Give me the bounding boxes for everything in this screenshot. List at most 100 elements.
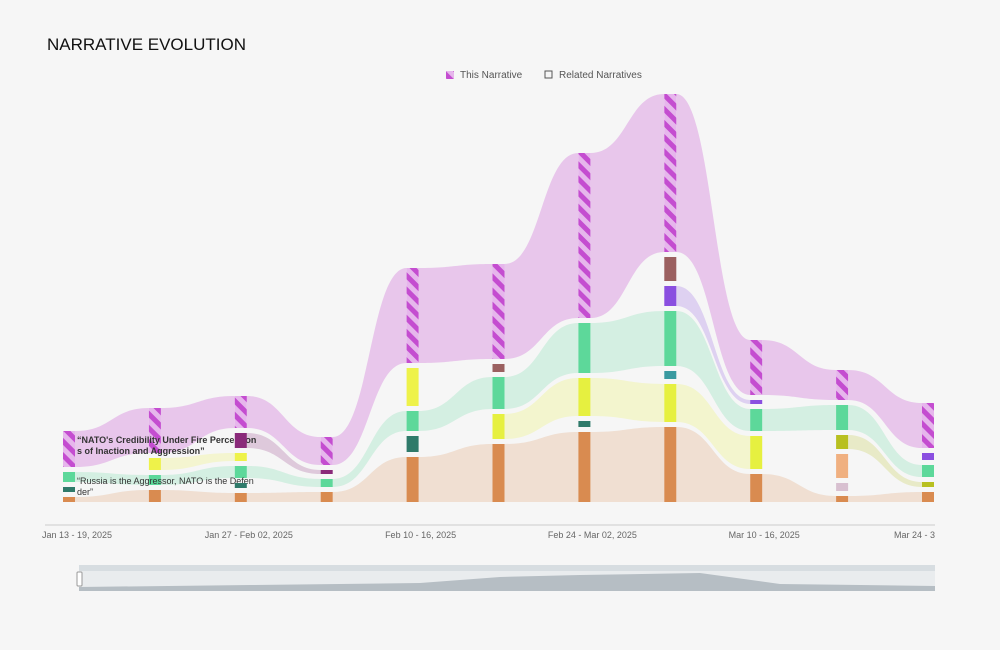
node	[750, 474, 763, 502]
x-tick-label: Feb 24 - Mar 02, 2025	[548, 530, 637, 540]
node	[750, 409, 763, 431]
flow	[418, 444, 493, 502]
node	[750, 400, 763, 404]
flow	[676, 427, 751, 502]
node	[836, 405, 849, 430]
node	[492, 377, 505, 409]
flow	[504, 153, 579, 359]
node	[664, 257, 677, 281]
node	[148, 475, 161, 485]
node	[664, 94, 677, 252]
node	[836, 496, 849, 502]
navigator-scrollbar[interactable]	[79, 565, 935, 571]
node	[406, 457, 419, 502]
node	[578, 421, 591, 427]
flow	[676, 94, 751, 395]
node	[320, 470, 333, 474]
node	[63, 472, 75, 482]
x-tick-label: Jan 27 - Feb 02, 2025	[205, 530, 293, 540]
node	[578, 323, 591, 373]
legend-swatch	[446, 71, 454, 79]
flow	[848, 370, 922, 448]
node	[234, 453, 247, 461]
node	[750, 436, 763, 469]
node	[320, 479, 333, 487]
node	[148, 408, 161, 453]
flow	[418, 264, 493, 363]
node	[492, 364, 505, 372]
flow	[75, 408, 149, 467]
chart-title: NARRATIVE EVOLUTION	[47, 35, 246, 54]
node	[148, 490, 161, 502]
node	[234, 466, 247, 478]
x-tick-label: Mar 24 - 3	[894, 530, 935, 540]
node	[836, 435, 849, 449]
node	[406, 411, 419, 431]
flow	[676, 311, 751, 431]
node	[234, 493, 247, 502]
node	[320, 437, 333, 465]
navigator-handle[interactable]	[76, 571, 83, 587]
flow	[848, 492, 922, 502]
legend-swatch	[544, 70, 553, 79]
flow	[762, 340, 837, 400]
flow	[418, 377, 493, 431]
flow	[246, 466, 321, 487]
node	[63, 497, 75, 502]
annotation-text: “Russia is the Aggressor, NATO is the De…	[77, 476, 254, 497]
node	[63, 487, 75, 492]
navigator-series	[79, 573, 935, 591]
node	[922, 465, 934, 477]
node	[664, 384, 677, 422]
flow	[590, 378, 665, 422]
node	[578, 432, 591, 502]
node	[63, 431, 75, 467]
node	[406, 368, 419, 406]
node	[922, 492, 934, 502]
flow	[762, 474, 837, 502]
node	[750, 340, 763, 395]
node	[406, 268, 419, 363]
node	[234, 396, 247, 428]
flow	[676, 384, 751, 469]
node	[836, 454, 849, 478]
flow	[246, 433, 321, 474]
x-tick-label: Mar 10 - 16, 2025	[729, 530, 800, 540]
node	[578, 378, 591, 416]
node	[234, 483, 247, 488]
flow	[848, 405, 922, 477]
flow	[590, 311, 665, 373]
node	[492, 414, 505, 439]
node	[664, 286, 677, 306]
node	[836, 483, 849, 491]
flow	[332, 411, 407, 487]
node	[320, 492, 333, 502]
legend-label: Related Narratives	[559, 70, 642, 81]
flow	[75, 490, 149, 502]
flow	[590, 427, 665, 502]
flow	[676, 286, 751, 404]
flow	[332, 457, 407, 502]
flow	[160, 466, 235, 485]
flow	[848, 435, 922, 487]
node-annotation: “NATO's Credibility Under Fire Perceptio…	[77, 435, 257, 456]
node	[922, 403, 934, 448]
node	[234, 433, 247, 448]
flow	[762, 405, 837, 431]
node	[578, 153, 591, 318]
flow	[246, 492, 321, 502]
annotation-text: “NATO's Credibility Under Fire Perceptio…	[77, 435, 257, 456]
flow	[75, 472, 149, 485]
flow	[246, 396, 321, 465]
node	[492, 264, 505, 359]
node	[406, 436, 419, 452]
flow	[504, 378, 579, 439]
flow	[504, 323, 579, 409]
node	[836, 370, 849, 400]
flow	[332, 268, 407, 465]
flow	[504, 432, 579, 502]
node	[664, 371, 677, 379]
node	[664, 427, 677, 502]
